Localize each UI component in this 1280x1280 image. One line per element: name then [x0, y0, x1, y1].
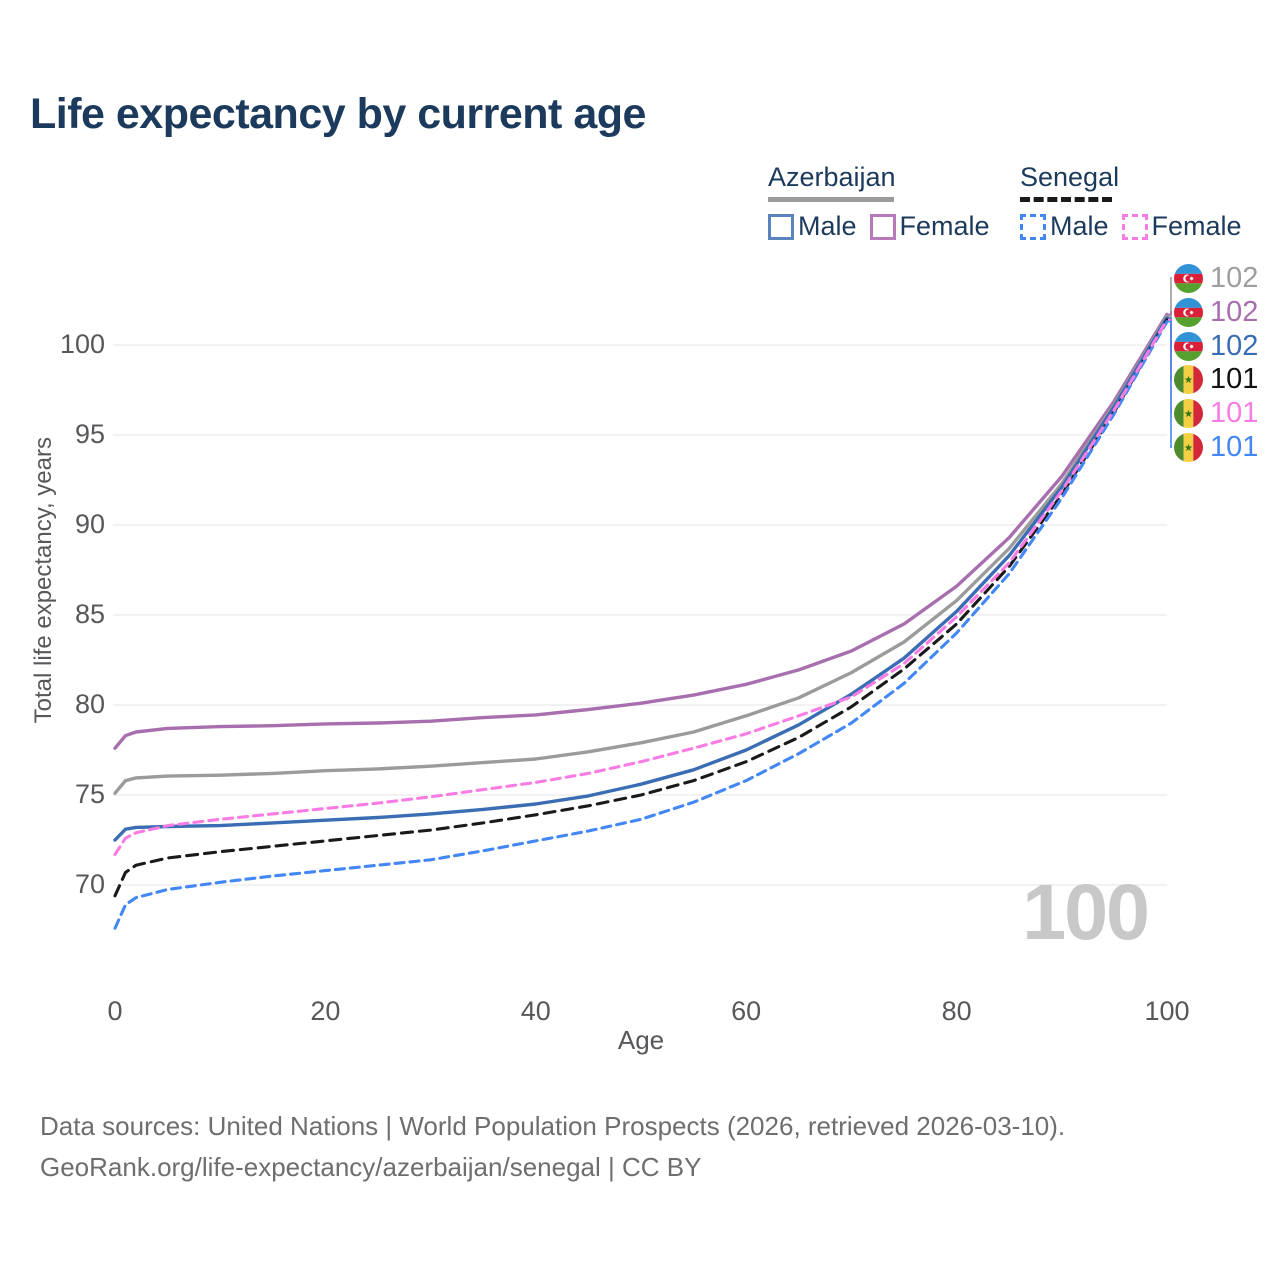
y-axis-title: Total life expectancy, years	[30, 437, 57, 724]
legend-swatch	[1121, 213, 1148, 240]
y-tick-90: 90	[74, 509, 105, 539]
x-tick-100: 100	[1144, 996, 1190, 1026]
end-label-azerbaijan-male: 102	[1174, 331, 1258, 361]
series-line-senegal	[113, 318, 1169, 898]
x-tick-80: 80	[941, 996, 972, 1026]
end-label-value: 102	[1210, 262, 1259, 294]
series-line-senegal-female	[113, 318, 1169, 856]
footer: Data sources: United Nations | World Pop…	[40, 1106, 1065, 1188]
senegal-flag-icon	[1174, 432, 1203, 462]
legend-item-label: Male	[1050, 211, 1109, 241]
azerbaijan-flag-icon	[1174, 263, 1203, 293]
legend-item-senegal-female[interactable]: Female	[1121, 211, 1242, 242]
y-tick-100: 100	[59, 329, 105, 359]
y-tick-85: 85	[74, 599, 105, 629]
legend-item-label: Male	[798, 211, 857, 241]
legend-item-label: Female	[899, 211, 990, 241]
x-tick-0: 0	[107, 996, 123, 1026]
x-tick-40: 40	[520, 996, 551, 1026]
legend-item-azerbaijan-female[interactable]: Female	[869, 211, 990, 242]
legend-group-senegal: Senegal Male Female	[1020, 162, 1242, 242]
azerbaijan-flag-icon	[1174, 331, 1203, 361]
end-label-value: 102	[1210, 296, 1259, 328]
legend-group-title: Azerbaijan	[768, 162, 896, 192]
y-tick-80: 80	[74, 689, 105, 719]
y-tick-75: 75	[74, 779, 105, 809]
series-line-azerbaijan-male	[113, 316, 1169, 842]
legend-swatch	[768, 213, 794, 240]
series-line-senegal-male	[113, 320, 1169, 930]
legend-item-label: Female	[1151, 211, 1242, 241]
footer-attribution: GeoRank.org/life-expectancy/azerbaijan/s…	[40, 1152, 702, 1182]
end-label-value: 101	[1210, 431, 1259, 463]
legend-group-azerbaijan: Azerbaijan Male Female	[768, 162, 990, 242]
end-label-azerbaijan-female: 102	[1174, 297, 1258, 327]
end-label-senegal: 101	[1174, 364, 1258, 394]
series-line-azerbaijan	[113, 314, 1169, 795]
end-label-value: 101	[1210, 397, 1259, 429]
end-label-senegal-male: 101	[1174, 432, 1258, 462]
x-tick-20: 20	[310, 996, 341, 1026]
end-label-value: 101	[1210, 363, 1259, 395]
x-axis-title: Age	[617, 1025, 665, 1055]
legend-item-azerbaijan-male[interactable]: Male	[768, 211, 857, 242]
legend-swatch	[869, 213, 896, 240]
legend-item-senegal-male[interactable]: Male	[1020, 211, 1109, 242]
y-tick-95: 95	[74, 419, 105, 449]
end-label-connector	[1168, 311, 1172, 316]
end-label-connector	[1168, 320, 1172, 448]
age-watermark: 100	[1022, 867, 1150, 956]
senegal-flag-icon	[1174, 364, 1203, 394]
end-label-connector	[1168, 277, 1172, 317]
legend-swatch	[1020, 213, 1046, 240]
end-label-senegal-female: 101	[1174, 398, 1258, 428]
legend-group-title: Senegal	[1020, 162, 1120, 192]
series-line-azerbaijan-female	[113, 312, 1169, 750]
legend-azerbaijan-line-sample	[768, 197, 894, 202]
azerbaijan-flag-icon	[1174, 297, 1203, 327]
x-tick-60: 60	[731, 996, 762, 1026]
page-title: Life expectancy by current age	[30, 90, 646, 138]
line-chart-canvas	[113, 277, 1172, 930]
footer-sources: Data sources: United Nations | World Pop…	[40, 1111, 1066, 1141]
legend-senegal-line-sample	[1020, 197, 1112, 202]
end-label-value: 102	[1210, 330, 1259, 362]
senegal-flag-icon	[1174, 398, 1203, 428]
end-label-azerbaijan: 102	[1174, 263, 1258, 293]
y-tick-70: 70	[74, 869, 105, 899]
